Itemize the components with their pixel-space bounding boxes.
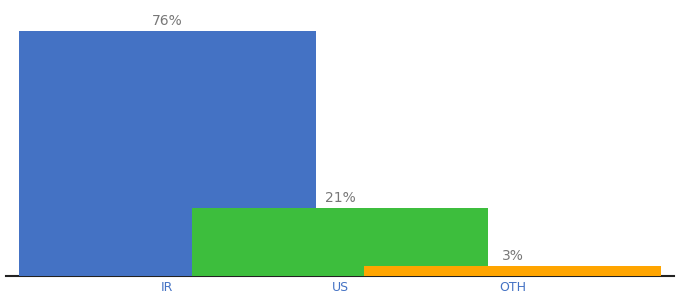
Bar <box>192 208 488 276</box>
Text: 3%: 3% <box>502 249 524 263</box>
Text: 21%: 21% <box>324 191 356 205</box>
Bar <box>19 31 316 276</box>
Bar <box>364 266 661 276</box>
Text: 76%: 76% <box>152 14 183 28</box>
